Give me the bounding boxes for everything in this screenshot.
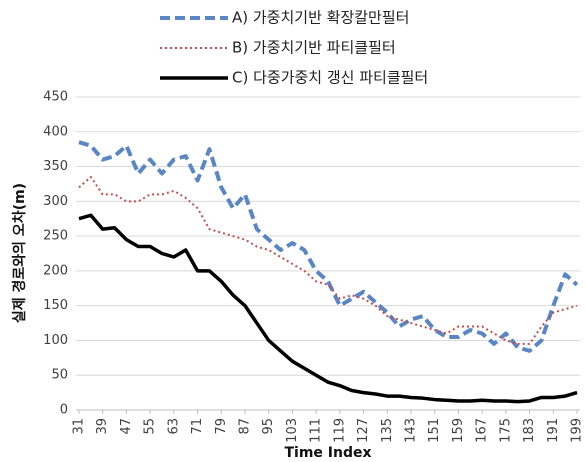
x-axis-title: Time Index [284,445,371,461]
x-tick-label: 39 [95,418,110,435]
x-tick-label: 175 [498,418,513,443]
x-tick-label: 103 [285,418,300,443]
y-tick-label: 450 [43,90,68,105]
y-tick-label: 200 [43,263,68,278]
y-tick-label: 350 [43,159,68,174]
x-tick-label: 135 [380,418,395,443]
x-tick-label: 199 [570,418,585,443]
x-tick-label: 55 [143,418,158,435]
series-line [78,213,578,404]
x-tick-label: 63 [166,418,181,435]
legend-label: A) 가중치기반 확장칼만필터 [232,9,409,27]
x-tick-label: 111 [309,418,324,443]
y-tick-label: 400 [43,124,68,139]
x-tick-label: 167 [475,418,490,443]
x-tick-label: 183 [522,418,537,443]
y-tick-label: 50 [51,368,68,383]
x-tick-label: 151 [427,418,442,443]
y-tick-label: 100 [43,333,68,348]
y-tick-label: 300 [43,194,68,209]
x-tick-label: 191 [546,418,561,443]
x-tick-label: 71 [190,418,205,435]
legend-label: B) 가중치기반 파티클필터 [232,39,396,57]
x-tick-label: 31 [71,418,86,435]
x-tick-label: 47 [119,418,134,435]
x-tick-label: 119 [332,418,347,443]
y-tick-label: 250 [43,229,68,244]
y-tick-label: 0 [60,403,68,418]
x-tick-label: 79 [214,418,229,435]
x-tick-label: 87 [237,418,252,435]
x-tick-label: 143 [404,418,419,443]
series-line [78,175,578,345]
y-axis-title: 실제 경로와의 오차(m) [11,183,28,323]
y-tick-label: 150 [43,298,68,313]
x-tick-label: 159 [451,418,466,443]
x-tick-label: 95 [261,418,276,435]
x-tick-label: 127 [356,418,371,443]
series-line [78,140,579,353]
legend-label: C) 다중가중치 갱신 파티클필터 [232,69,428,87]
